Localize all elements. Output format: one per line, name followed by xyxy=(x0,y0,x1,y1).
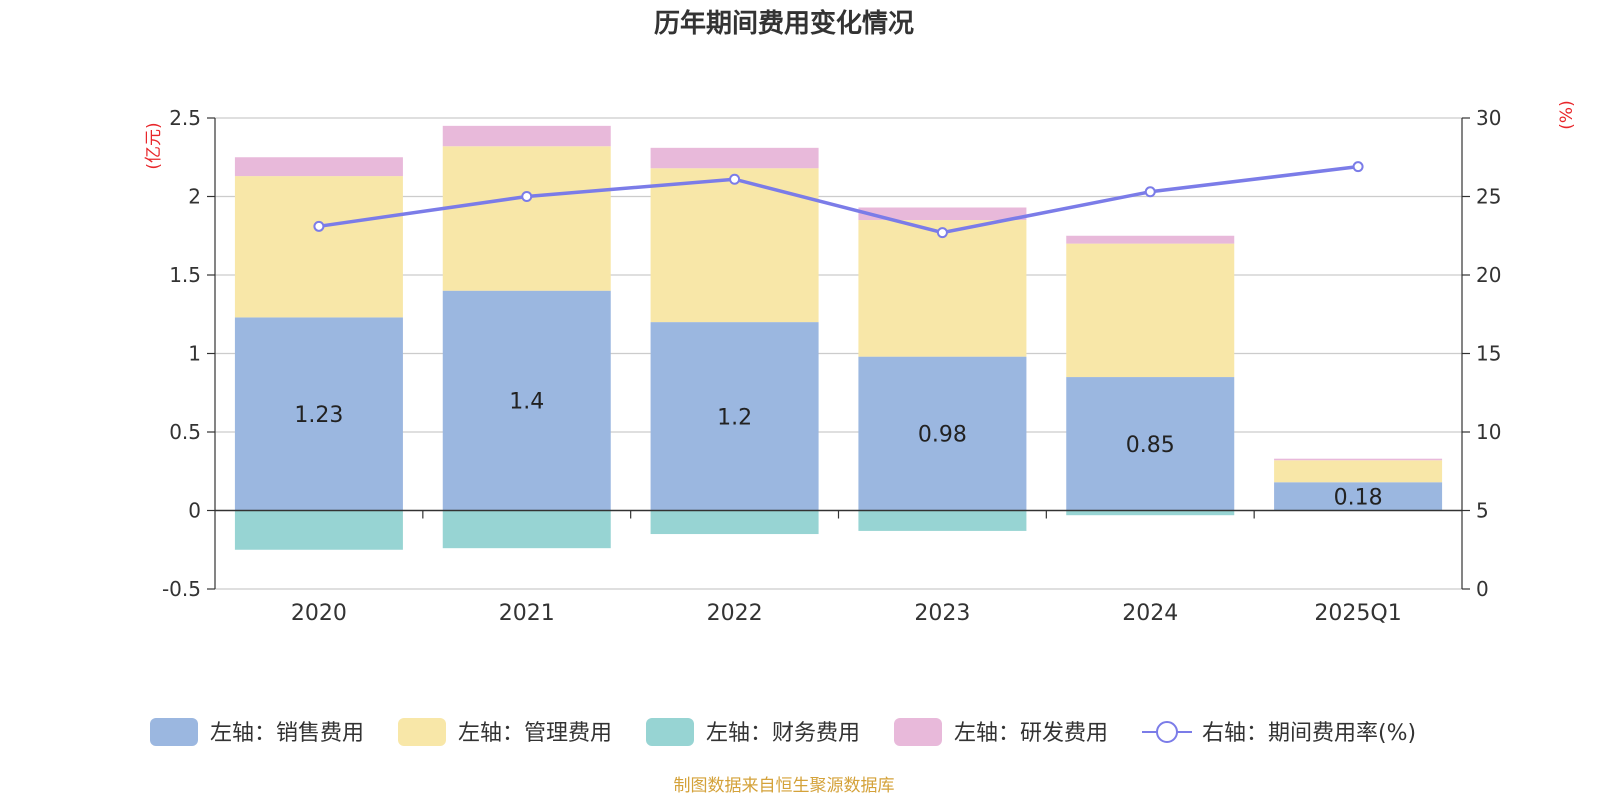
bar-segment xyxy=(234,317,403,511)
right-axis-tick-label: 25 xyxy=(1476,185,1501,209)
bar-segment xyxy=(858,220,1027,357)
bar-segment xyxy=(234,176,403,318)
legend-swatch xyxy=(894,718,942,746)
legend-label: 左轴：财务费用 xyxy=(706,721,860,746)
bar-data-label: 1.2 xyxy=(717,405,752,430)
left-axis-tick-label: 1.5 xyxy=(169,263,201,287)
right-axis-unit: (%) xyxy=(1557,100,1577,129)
legend-label: 左轴：管理费用 xyxy=(458,721,612,746)
left-axis-tick-label: 2 xyxy=(188,185,201,209)
bar-data-label: 0.18 xyxy=(1334,485,1383,510)
right-axis-tick-label: 15 xyxy=(1476,342,1501,366)
x-axis-label: 2021 xyxy=(499,601,555,626)
legend-label: 左轴：销售费用 xyxy=(210,721,364,746)
left-axis-tick-label: 1 xyxy=(188,342,201,366)
bar-segment xyxy=(234,510,403,550)
bar-segment xyxy=(1274,460,1443,483)
bar-segment xyxy=(650,510,819,535)
x-axis-label: 2022 xyxy=(707,601,763,626)
bar-segment xyxy=(858,207,1027,221)
left-axis-tick-label: 0.5 xyxy=(169,420,201,444)
line-series xyxy=(313,161,1364,239)
x-axis-label: 2024 xyxy=(1122,601,1178,626)
bar-data-label: 0.98 xyxy=(918,423,967,448)
right-axis: 0 5 10 15 20 25 30 xyxy=(1461,106,1501,601)
legend: 左轴：销售费用 左轴：管理费用 左轴：财务费用 左轴：研发费用 右轴：期间费用率(%) xyxy=(150,718,1416,746)
right-axis-tick-label: 0 xyxy=(1476,577,1489,601)
bar-data-label: 1.23 xyxy=(294,403,343,428)
bar-segment xyxy=(1066,377,1235,511)
bar-segment xyxy=(442,510,611,549)
source-note: 制图数据来自恒生聚源数据库 xyxy=(674,776,895,796)
left-axis: -0.5 0 0.5 1 1.5 2 2.5 xyxy=(162,106,216,601)
bar-segment xyxy=(1066,243,1235,378)
bar-segment xyxy=(234,157,403,177)
x-axis-label: 2025Q1 xyxy=(1314,601,1401,626)
bar-data-label: 1.4 xyxy=(509,390,544,415)
legend-swatch xyxy=(150,718,198,746)
legend-swatch xyxy=(398,718,446,746)
x-axis xyxy=(215,509,1462,519)
line-point xyxy=(1352,161,1364,173)
line-point xyxy=(1144,186,1156,198)
line-point xyxy=(936,227,948,239)
bar-segment xyxy=(858,356,1027,511)
legend-label: 左轴：研发费用 xyxy=(954,721,1108,746)
legend-marker xyxy=(1156,721,1178,743)
right-axis-tick-label: 5 xyxy=(1476,499,1489,523)
bars xyxy=(234,125,1443,550)
bar-segment xyxy=(442,146,611,291)
line-point xyxy=(521,191,533,202)
bar-labels: 1.23 1.4 1.2 0.98 0.85 0.18 xyxy=(294,390,1382,511)
bar-segment xyxy=(1066,510,1235,516)
bar-segment xyxy=(1274,458,1443,461)
right-axis-tick-label: 30 xyxy=(1476,106,1501,130)
left-axis-tick-label: 0 xyxy=(188,499,201,523)
line-point xyxy=(729,173,741,185)
right-axis-tick-label: 20 xyxy=(1476,263,1501,287)
grid-lines xyxy=(215,117,1462,590)
bar-data-label: 0.85 xyxy=(1126,433,1175,458)
bar-segment xyxy=(858,510,1027,531)
left-axis-tick-label: -0.5 xyxy=(162,577,201,601)
line-point xyxy=(313,220,325,232)
bar-segment xyxy=(442,125,611,147)
legend-label: 右轴：期间费用率(%) xyxy=(1202,721,1416,746)
legend-swatch xyxy=(646,718,694,746)
chart-title: 历年期间费用变化情况 xyxy=(654,8,914,39)
left-axis-unit: (亿元) xyxy=(144,122,164,169)
x-axis-label: 2020 xyxy=(291,601,347,626)
x-axis-labels: 2020 2021 2022 2023 2024 2025Q1 xyxy=(291,601,1402,626)
line-path xyxy=(318,164,1359,235)
x-axis-label: 2023 xyxy=(914,601,970,626)
right-axis-tick-label: 10 xyxy=(1476,420,1501,444)
bar-segment xyxy=(1066,235,1235,244)
left-axis-tick-label: 2.5 xyxy=(169,106,201,130)
bar-segment xyxy=(1274,482,1443,511)
bar-segment xyxy=(650,322,819,511)
bar-segment xyxy=(442,290,611,511)
bar-segment xyxy=(650,147,819,169)
bar-segment xyxy=(650,168,819,323)
